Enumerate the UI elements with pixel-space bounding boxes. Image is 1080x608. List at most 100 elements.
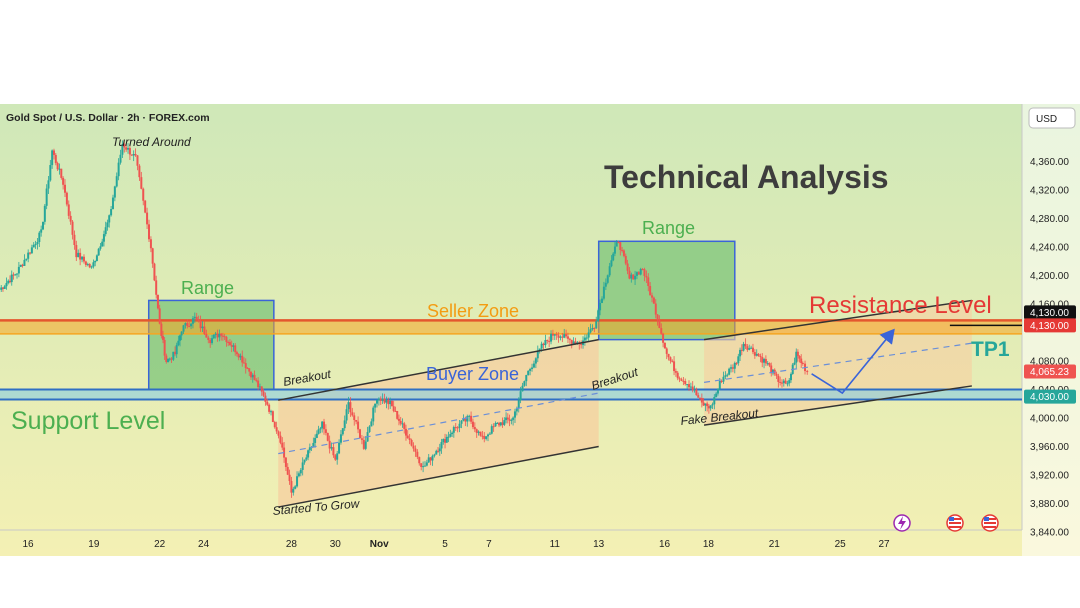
candle — [693, 385, 696, 393]
candle-body — [54, 154, 57, 164]
price-marker[interactable]: 4,030.00 — [1024, 389, 1076, 404]
candle-body — [406, 435, 409, 439]
candle-body — [445, 436, 448, 443]
candle — [62, 176, 65, 190]
candle-body — [242, 362, 245, 364]
candle-body — [490, 426, 493, 434]
candle-body — [372, 407, 375, 422]
channel-2-lower-line — [703, 385, 972, 426]
candle — [580, 340, 583, 349]
candle-body — [460, 420, 463, 424]
candle-body — [658, 320, 661, 329]
chart-container[interactable]: 4,360.00 4,320.00 4,280.00 4,240.00 4,200.00… — [0, 104, 1080, 556]
candle — [529, 367, 532, 376]
candle — [211, 334, 214, 345]
candle — [534, 357, 537, 369]
candle-body — [117, 162, 120, 177]
candle — [686, 383, 689, 389]
candle-body — [377, 398, 380, 400]
candle — [10, 270, 13, 286]
candle — [358, 428, 361, 439]
candle-body — [513, 411, 516, 418]
candle-body — [387, 400, 390, 405]
candle — [220, 332, 223, 341]
candle-body — [237, 354, 240, 358]
channel-1-lower-line — [278, 445, 599, 508]
candle — [475, 428, 478, 438]
candle-body — [606, 275, 609, 283]
candle-body — [326, 432, 329, 441]
candle — [117, 158, 120, 181]
candle-body — [454, 427, 457, 429]
candle — [572, 337, 575, 345]
price-tick-label: 4,200.00 — [1030, 271, 1069, 282]
candle — [328, 435, 331, 454]
lightning-icon[interactable] — [893, 514, 911, 532]
candle-body — [121, 144, 124, 155]
candle-body — [174, 351, 177, 355]
candle — [442, 438, 445, 445]
candle — [766, 361, 769, 366]
candle — [97, 247, 100, 256]
candle-body — [214, 333, 217, 335]
candle-body — [303, 459, 306, 463]
candle-body — [323, 421, 326, 430]
candle — [389, 397, 392, 409]
candle — [29, 251, 32, 255]
candle-body — [314, 437, 317, 443]
candle — [286, 463, 289, 476]
candle-body — [209, 339, 212, 344]
candle — [425, 459, 428, 467]
time-tick-label: 16 — [22, 539, 34, 550]
price-tick-label: 4,320.00 — [1030, 186, 1069, 197]
candle-body — [1, 287, 4, 289]
candle-body — [671, 360, 674, 362]
candle — [188, 320, 191, 328]
candle — [273, 420, 276, 429]
candle-body — [332, 447, 335, 456]
candle-body — [220, 333, 223, 336]
candle-body — [431, 455, 434, 461]
candle — [468, 414, 471, 422]
price-marker[interactable]: 4,065.23 — [1024, 364, 1076, 379]
candle — [7, 279, 10, 285]
candle — [160, 321, 163, 339]
candle — [488, 432, 491, 435]
price-tick-label: 3,880.00 — [1030, 499, 1069, 510]
candle-body — [389, 400, 392, 405]
candle-body — [643, 269, 646, 276]
candle — [784, 377, 787, 385]
candle-body — [570, 339, 573, 344]
candle-body — [153, 263, 156, 281]
candle-body — [288, 474, 291, 482]
candle-body — [216, 333, 219, 338]
candle-body — [788, 380, 791, 384]
candle-body — [292, 488, 295, 493]
candle-body — [589, 329, 592, 333]
candle-body — [477, 431, 480, 433]
candle-body — [355, 420, 358, 422]
candle — [523, 380, 526, 387]
candle-body — [806, 371, 809, 373]
candle — [451, 431, 454, 437]
us-flag-icon[interactable] — [981, 514, 999, 532]
candle — [707, 403, 710, 414]
candle-body — [368, 426, 371, 433]
currency-button[interactable] — [1028, 107, 1076, 129]
candle — [553, 334, 556, 341]
candle — [385, 396, 388, 409]
candle — [201, 321, 204, 333]
candle-body — [704, 403, 707, 406]
candle-body — [12, 274, 15, 276]
us-flag-icon[interactable] — [946, 514, 964, 532]
candle — [583, 334, 586, 346]
candle — [75, 240, 78, 262]
candle-body — [383, 398, 386, 403]
candle — [235, 350, 238, 357]
price-marker[interactable]: 4,130.00 — [1024, 305, 1076, 320]
price-chart[interactable]: 4,360.00 4,320.00 4,280.00 4,240.00 4,200.00… — [0, 104, 1080, 556]
candle — [172, 351, 175, 361]
candle-body — [170, 358, 173, 360]
candle-body — [349, 402, 352, 413]
price-marker[interactable]: 4,130.00 — [1024, 318, 1076, 333]
